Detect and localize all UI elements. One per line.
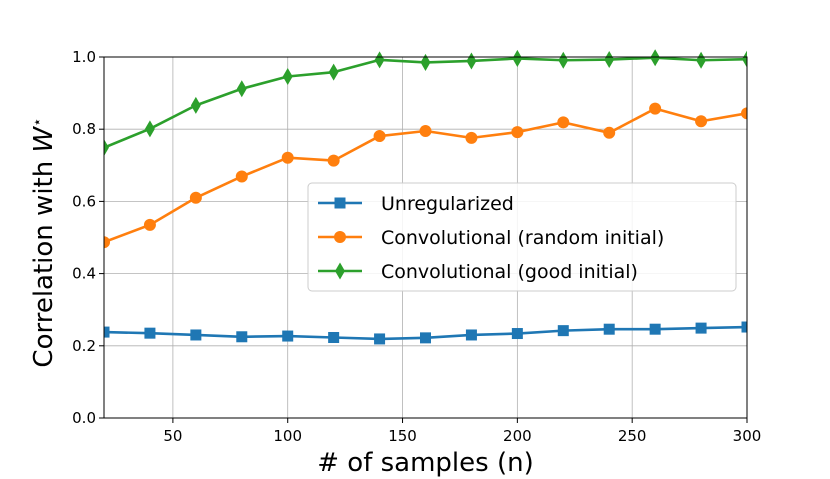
legend-box [307,182,737,292]
x-tick-label: 100 [273,427,302,445]
x-tick-label: 250 [618,427,647,445]
legend-entries: Unregularized Convolutional (random initi… [318,193,664,283]
y-axis-label-superscript: ⋆ [28,117,46,126]
y-tick-label: 0.8 [72,120,96,138]
legend-label: Convolutional (good initial) [381,261,638,283]
data-point [742,50,747,68]
legend: Unregularized Convolutional (random initi… [307,182,737,292]
plot-frame [103,56,748,419]
y-tick-label: 0.0 [72,409,96,427]
legend-marker [334,197,346,209]
data-point [696,51,707,69]
data-point [512,49,523,67]
legend-marker [335,262,345,280]
data-point [465,329,477,341]
data-point [465,131,478,144]
data-point [235,170,248,183]
legend-label: Convolutional (random initial) [381,227,664,249]
y-axis-label-symbol: W [29,126,59,153]
y-tick-label: 0.2 [72,337,96,355]
x-tick-label: 150 [388,427,417,445]
data-point [190,329,202,341]
data-point [557,325,569,337]
data-point [143,218,156,231]
data-point [104,326,110,338]
data-point [328,331,340,343]
series-square [104,321,747,345]
data-point [649,102,662,115]
y-tick-label: 1.0 [72,48,96,66]
x-tick-label: 200 [503,427,532,445]
data-point [189,191,202,204]
data-point [281,151,294,164]
data-point [511,328,523,340]
data-point [144,327,156,339]
legend-entry: Unregularized [318,193,514,215]
data-point [374,51,385,69]
series-circle [104,102,747,249]
legend-marker [334,231,346,243]
data-point [373,130,386,143]
legend-entry: Convolutional (random initial) [318,227,664,249]
y-axis-label-main: Correlation with [29,153,59,368]
data-point [695,322,707,334]
data-point [650,49,661,67]
data-point [558,51,569,69]
data-point [282,67,293,86]
series-group [104,49,747,345]
data-point [604,51,615,69]
data-point [649,323,661,335]
series-diamond [104,49,747,157]
y-tick-label: 0.6 [72,192,96,210]
data-point [420,53,431,71]
data-point [144,120,155,138]
data-point [557,116,570,129]
data-point [236,80,247,98]
x-tick-label: 50 [163,427,182,445]
x-tick-label: 300 [733,427,762,445]
legend-label: Unregularized [381,193,514,215]
data-point [236,331,248,343]
y-axis-label: Correlation with W⋆ [28,117,59,367]
data-point [511,126,524,139]
data-point [695,115,708,128]
data-point [741,321,747,333]
data-point [419,125,432,138]
data-point [603,126,616,139]
legend-entry: Convolutional (good initial) [318,261,638,283]
data-point [420,332,431,344]
data-point [741,107,747,120]
data-point [466,52,477,70]
data-point [190,96,201,114]
data-point [327,154,340,167]
data-point [328,63,339,81]
data-point [282,330,294,342]
data-point [374,333,386,345]
data-point [603,323,615,335]
y-tick-label: 0.4 [72,265,96,283]
axis-ticks: 50 100 150 200 250 300 0.0 0.2 0.4 0.6 0.8 1.0 [72,48,761,445]
data-point [104,139,109,157]
data-point [104,236,110,249]
x-axis-label: # of samples (n) [317,448,533,478]
